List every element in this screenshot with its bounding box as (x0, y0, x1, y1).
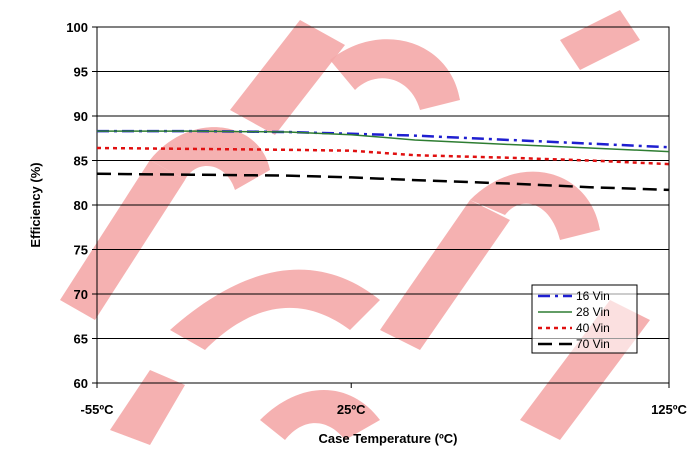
series-layer (96, 129, 670, 192)
watermark-shape (470, 171, 600, 240)
watermark-shape (380, 200, 510, 350)
x-axis-title: Case Temperature (ºC) (319, 431, 458, 446)
y-tick-label: 70 (74, 287, 88, 302)
gridlines (97, 71, 669, 339)
watermark-shape (330, 39, 460, 110)
x-tick-label: 25ºC (337, 402, 366, 417)
legend: 16 Vin 28 Vin 40 Vin 70 Vin (531, 284, 638, 354)
y-tick-label: 80 (74, 198, 88, 213)
y-axis-ticks: 60 65 70 75 80 85 90 95 100 (66, 20, 97, 391)
y-axis-title: Efficiency (%) (28, 162, 43, 247)
watermark-shape (150, 127, 270, 190)
watermark-shape (560, 10, 640, 70)
x-tick-label: -55ºC (81, 402, 115, 417)
watermark-logo (60, 10, 650, 445)
legend-label: 40 Vin (576, 321, 610, 335)
y-tick-label: 75 (74, 243, 88, 258)
watermark-shape (230, 20, 345, 135)
watermark-shape (170, 269, 380, 350)
y-tick-label: 100 (66, 20, 88, 35)
watermark-shape (110, 370, 185, 445)
y-tick-label: 95 (74, 65, 88, 80)
series-line-70-vin (96, 172, 670, 192)
x-tick-label: 125ºC (651, 402, 687, 417)
y-tick-label: 60 (74, 376, 88, 391)
y-tick-label: 90 (74, 109, 88, 124)
watermark-shape (260, 390, 380, 440)
legend-label: 70 Vin (576, 337, 610, 351)
y-tick-label: 65 (74, 332, 88, 347)
legend-label: 28 Vin (576, 305, 610, 319)
legend-label: 16 Vin (576, 289, 610, 303)
x-axis-ticks: -55ºC 25ºC 125ºC (81, 383, 688, 417)
series-line-28-vin (97, 130, 670, 153)
y-tick-label: 85 (74, 154, 88, 169)
watermark-shape (60, 160, 185, 320)
